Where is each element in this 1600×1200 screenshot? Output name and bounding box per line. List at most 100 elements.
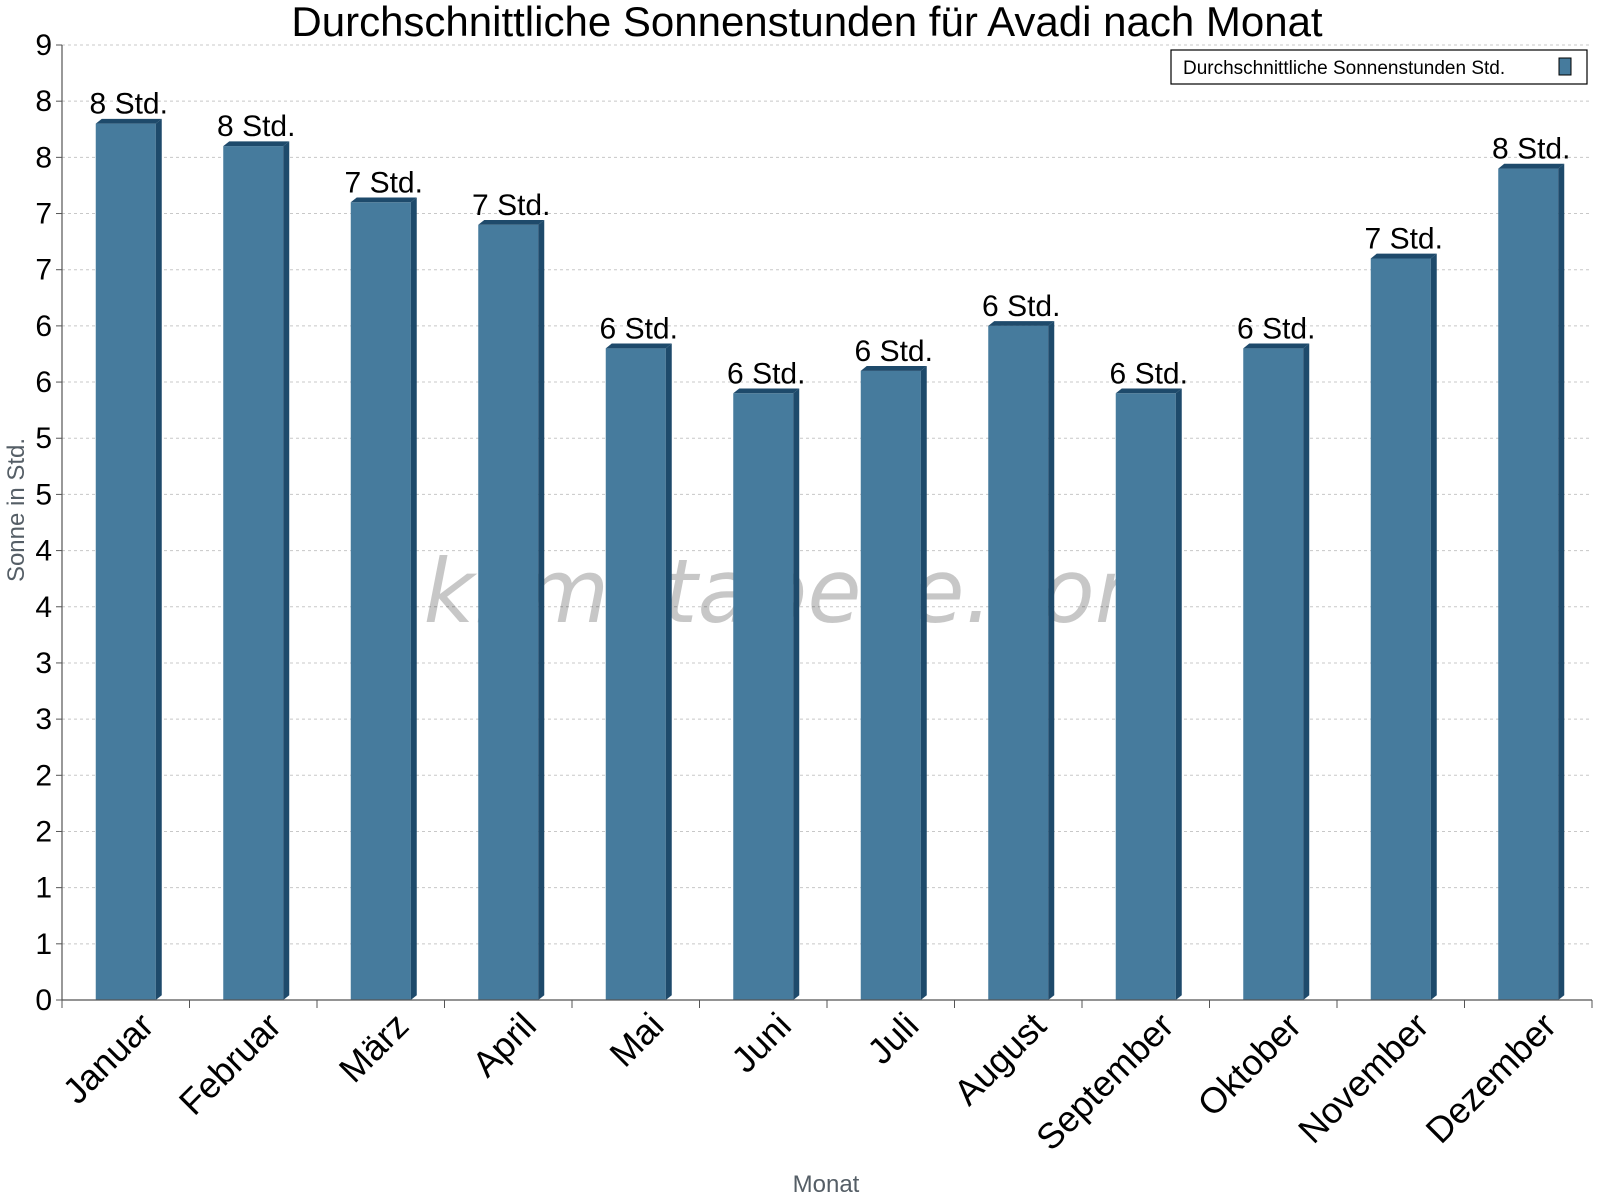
- bar: [478, 219, 545, 1000]
- bar-side: [1558, 163, 1565, 1001]
- x-tick-label: Dezember: [1417, 1005, 1563, 1151]
- bar: [733, 388, 800, 1000]
- y-tick-label: 1: [35, 928, 52, 961]
- y-tick-label: 6: [35, 310, 52, 343]
- x-tick-label: März: [331, 1005, 417, 1091]
- bar-side: [1303, 343, 1310, 1000]
- bar-side: [1048, 321, 1055, 1000]
- y-tick-label: 2: [35, 759, 52, 792]
- bar-front: [1370, 258, 1431, 1000]
- y-tick-label: 9: [35, 29, 52, 62]
- axes: [61, 45, 1593, 1008]
- bar-top: [605, 343, 672, 349]
- y-tick-label: 2: [35, 815, 52, 848]
- bar-front: [350, 202, 411, 1000]
- x-axis-title: Monat: [793, 1171, 860, 1198]
- bar: [1243, 343, 1310, 1001]
- bar: [95, 118, 162, 1001]
- y-tick-label: 1: [35, 872, 52, 905]
- bar-side: [538, 219, 545, 1000]
- watermark: klimatabelle.com: [424, 540, 1181, 643]
- legend-box: [1170, 49, 1588, 85]
- data-label: 6 Std.: [600, 312, 678, 345]
- y-tick-label: 4: [35, 591, 52, 624]
- x-tick-label: November: [1290, 1005, 1436, 1151]
- x-tick-label: September: [1028, 1005, 1182, 1159]
- bar-side: [1175, 388, 1182, 1000]
- bar: [223, 141, 290, 1001]
- bar-front: [478, 224, 539, 1000]
- data-label: 6 Std.: [982, 290, 1060, 323]
- bar: [1370, 253, 1437, 1000]
- chart-title: Durchschnittliche Sonnenstunden für Avad…: [291, 0, 1323, 45]
- x-tick-label: Mai: [601, 1005, 671, 1075]
- data-label: 8 Std.: [90, 88, 168, 121]
- legend-label: Durchschnittliche Sonnenstunden Std.: [1183, 58, 1505, 79]
- bar-top: [733, 388, 800, 394]
- bar-top: [1115, 388, 1182, 394]
- bar-side: [283, 141, 290, 1001]
- x-tick-label: April: [464, 1005, 544, 1085]
- y-tick-label: 8: [35, 141, 52, 174]
- bar-front: [733, 393, 794, 1000]
- bar-front: [988, 325, 1049, 1001]
- bar-side: [410, 197, 417, 1000]
- x-tick-label: Juli: [859, 1005, 926, 1072]
- bar-side: [793, 388, 800, 1000]
- data-labels: 8 Std. 8 Std. 7 Std. 7 Std. 6 Std. 6 Std. 6 St…: [90, 88, 1571, 391]
- y-tick-label: 6: [35, 366, 52, 399]
- bar-side: [155, 118, 162, 1001]
- data-label: 8 Std.: [217, 110, 295, 143]
- y-tick-label: 0: [35, 984, 52, 1017]
- bars: [95, 118, 1565, 1001]
- bar-front: [605, 348, 666, 1001]
- x-tick-label: Oktober: [1189, 1005, 1309, 1125]
- bar-side: [920, 366, 927, 1000]
- y-tick-label: 3: [35, 703, 52, 736]
- y-tick-label: 7: [35, 198, 52, 231]
- bar-front: [860, 370, 921, 1001]
- bar-top: [1498, 163, 1565, 169]
- data-label: 7 Std.: [1365, 222, 1443, 255]
- bar-top: [95, 118, 162, 124]
- data-label: 7 Std.: [472, 189, 550, 222]
- data-label: 6 Std.: [1237, 312, 1315, 345]
- bar-side: [1430, 253, 1437, 1000]
- y-tick-label: 4: [35, 535, 52, 568]
- bar: [1498, 163, 1565, 1001]
- bar-front: [1498, 168, 1559, 1000]
- y-tick-label: 7: [35, 254, 52, 287]
- x-tick-label: Februar: [171, 1005, 289, 1123]
- x-tick-label: August: [946, 1005, 1054, 1113]
- bar-top: [350, 197, 417, 203]
- y-tick-label: 5: [35, 478, 52, 511]
- bar: [988, 321, 1055, 1001]
- y-axis-title: Sonne in Std.: [3, 438, 30, 582]
- bar-top: [1243, 343, 1310, 349]
- gridlines: [56, 44, 1592, 1001]
- y-tick-labels: 0 1 1 2 2 3 3 4 4 5 5 6 6 7 7 8 8 9: [35, 29, 52, 1017]
- bar-front: [1243, 348, 1304, 1001]
- legend-swatch: [1558, 57, 1572, 76]
- data-label: 7 Std.: [345, 166, 423, 199]
- data-label: 8 Std.: [1492, 133, 1570, 166]
- bar-front: [223, 146, 284, 1000]
- bar-front: [1115, 393, 1176, 1000]
- bar-side: [665, 343, 672, 1000]
- data-label: 6 Std.: [855, 335, 933, 368]
- y-tick-label: 8: [35, 85, 52, 118]
- data-label: 6 Std.: [1110, 357, 1188, 390]
- bar-top: [1370, 253, 1437, 259]
- data-label: 6 Std.: [727, 357, 805, 390]
- bar: [1115, 388, 1182, 1000]
- bar-top: [860, 366, 927, 371]
- bar: [605, 343, 672, 1001]
- y-tick-label: 3: [35, 647, 52, 680]
- bar-top: [223, 141, 290, 147]
- bar-top: [478, 219, 545, 225]
- bar: [350, 197, 417, 1000]
- x-tick-label: Juni: [723, 1005, 799, 1081]
- x-tick-labels: Januar Februar März April Mai Juni Juli AugustS…: [55, 1005, 1564, 1159]
- bar-front: [95, 123, 156, 1001]
